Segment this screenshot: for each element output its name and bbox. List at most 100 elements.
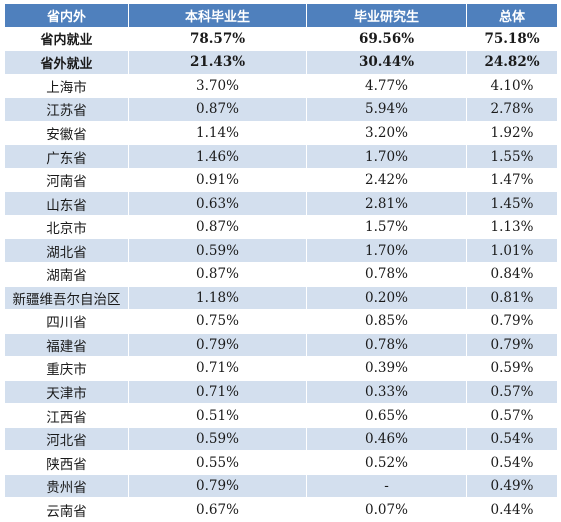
undergrad-cell: 0.79% xyxy=(128,473,307,499)
grad-cell: 0.33% xyxy=(306,379,467,405)
region-cell: 新疆维吾尔自治区 xyxy=(4,285,129,311)
grad-cell: 0.78% xyxy=(306,332,467,358)
undergrad-cell: 0.59% xyxy=(128,238,307,264)
undergrad-cell: 0.87% xyxy=(128,214,307,240)
table-row: 广东省 1.46% 1.70% 1.55% xyxy=(4,144,558,169)
region-cell: 湖南省 xyxy=(4,262,129,287)
grad-cell: 0.65% xyxy=(306,403,467,428)
grad-cell: 30.44% xyxy=(306,50,467,75)
table-row: 福建省 0.79% 0.78% 0.79% xyxy=(4,332,558,358)
header-undergrad: 本科毕业生 xyxy=(128,3,307,28)
grad-cell: 0.85% xyxy=(306,309,467,334)
total-cell: 0.44% xyxy=(466,497,558,522)
table-row: 云南省 0.67% 0.07% 0.44% xyxy=(4,497,558,522)
table-row: 安徽省 1.14% 3.20% 1.92% xyxy=(4,120,558,146)
undergrad-cell: 1.14% xyxy=(128,120,307,146)
undergrad-cell: 1.18% xyxy=(128,285,307,311)
table-row: 上海市 3.70% 4.77% 4.10% xyxy=(4,73,558,99)
total-cell: 24.82% xyxy=(466,50,558,75)
total-cell: 75.18% xyxy=(466,26,558,52)
grad-cell: 1.70% xyxy=(306,144,467,169)
table-row: 北京市 0.87% 1.57% 1.13% xyxy=(4,214,558,240)
undergrad-cell: 0.75% xyxy=(128,309,307,334)
region-cell: 河南省 xyxy=(4,167,129,193)
grad-cell: 1.57% xyxy=(306,214,467,240)
total-cell: 0.59% xyxy=(466,356,558,381)
table-row: 省外就业 21.43% 30.44% 24.82% xyxy=(4,50,558,75)
table-row: 江苏省 0.87% 5.94% 2.78% xyxy=(4,97,558,122)
total-cell: 0.57% xyxy=(466,403,558,428)
total-cell: 1.55% xyxy=(466,144,558,169)
table-row: 湖北省 0.59% 1.70% 1.01% xyxy=(4,238,558,264)
undergrad-cell: 21.43% xyxy=(128,50,307,75)
grad-cell: 0.20% xyxy=(306,285,467,311)
undergrad-cell: 0.71% xyxy=(128,356,307,381)
undergrad-cell: 0.79% xyxy=(128,332,307,358)
table-row: 河南省 0.91% 2.42% 1.47% xyxy=(4,167,558,193)
table-row: 天津市 0.71% 0.33% 0.57% xyxy=(4,379,558,405)
undergrad-cell: 0.87% xyxy=(128,262,307,287)
undergrad-cell: 0.91% xyxy=(128,167,307,193)
table-row: 江西省 0.51% 0.65% 0.57% xyxy=(4,403,558,428)
header-total: 总体 xyxy=(466,3,558,28)
grad-cell: 3.20% xyxy=(306,120,467,146)
undergrad-cell: 0.55% xyxy=(128,450,307,475)
table-row: 山东省 0.63% 2.81% 1.45% xyxy=(4,191,558,216)
grad-cell: 5.94% xyxy=(306,97,467,122)
region-cell: 天津市 xyxy=(4,379,129,405)
header-row: 省内外 本科毕业生 毕业研究生 总体 xyxy=(4,3,558,28)
table-row: 省内就业 78.57% 69.56% 75.18% xyxy=(4,26,558,52)
table-row: 新疆维吾尔自治区 1.18% 0.20% 0.81% xyxy=(4,285,558,311)
grad-cell: 2.81% xyxy=(306,191,467,216)
total-cell: 0.54% xyxy=(466,426,558,452)
region-cell: 湖北省 xyxy=(4,238,129,264)
undergrad-cell: 0.63% xyxy=(128,191,307,216)
table-row: 贵州省 0.79% -0.49% xyxy=(4,473,558,499)
header-grad: 毕业研究生 xyxy=(306,3,467,28)
total-cell: 0.54% xyxy=(466,450,558,475)
region-cell: 北京市 xyxy=(4,214,129,240)
grad-cell: 0.07% xyxy=(306,497,467,522)
region-cell: 陕西省 xyxy=(4,450,129,475)
region-cell: 四川省 xyxy=(4,309,129,334)
total-cell: 2.78% xyxy=(466,97,558,122)
total-cell: 0.84% xyxy=(466,262,558,287)
grad-cell: - xyxy=(306,473,467,499)
grad-cell: 4.77% xyxy=(306,73,467,99)
region-cell: 省外就业 xyxy=(4,50,129,75)
region-cell: 江苏省 xyxy=(4,97,129,122)
undergrad-cell: 0.67% xyxy=(128,497,307,522)
total-cell: 4.10% xyxy=(466,73,558,99)
region-cell: 福建省 xyxy=(4,332,129,358)
region-cell: 上海市 xyxy=(4,73,129,99)
undergrad-cell: 0.87% xyxy=(128,97,307,122)
total-cell: 0.49% xyxy=(466,473,558,499)
table-row: 四川省 0.75% 0.85% 0.79% xyxy=(4,309,558,334)
table-row: 河北省 0.59% 0.46% 0.54% xyxy=(4,426,558,452)
region-cell: 贵州省 xyxy=(4,473,129,499)
table-row: 湖南省 0.87% 0.78% 0.84% xyxy=(4,262,558,287)
region-cell: 江西省 xyxy=(4,403,129,428)
header-region: 省内外 xyxy=(4,3,129,28)
undergrad-cell: 0.71% xyxy=(128,379,307,405)
grad-cell: 0.78% xyxy=(306,262,467,287)
employment-table: 省内外 本科毕业生 毕业研究生 总体 省内就业 78.57% 69.56% 75.18… xyxy=(4,3,558,522)
total-cell: 1.92% xyxy=(466,120,558,146)
grad-cell: 0.52% xyxy=(306,450,467,475)
undergrad-cell: 1.46% xyxy=(128,144,307,169)
region-cell: 广东省 xyxy=(4,144,129,169)
total-cell: 0.79% xyxy=(466,332,558,358)
grad-cell: 69.56% xyxy=(306,26,467,52)
total-cell: 1.45% xyxy=(466,191,558,216)
total-cell: 1.13% xyxy=(466,214,558,240)
undergrad-cell: 78.57% xyxy=(128,26,307,52)
region-cell: 重庆市 xyxy=(4,356,129,381)
grad-cell: 0.39% xyxy=(306,356,467,381)
region-cell: 省内就业 xyxy=(4,26,129,52)
grad-cell: 2.42% xyxy=(306,167,467,193)
table-row: 重庆市 0.71% 0.39% 0.59% xyxy=(4,356,558,381)
total-cell: 1.01% xyxy=(466,238,558,264)
grad-cell: 1.70% xyxy=(306,238,467,264)
total-cell: 1.47% xyxy=(466,167,558,193)
undergrad-cell: 0.59% xyxy=(128,426,307,452)
